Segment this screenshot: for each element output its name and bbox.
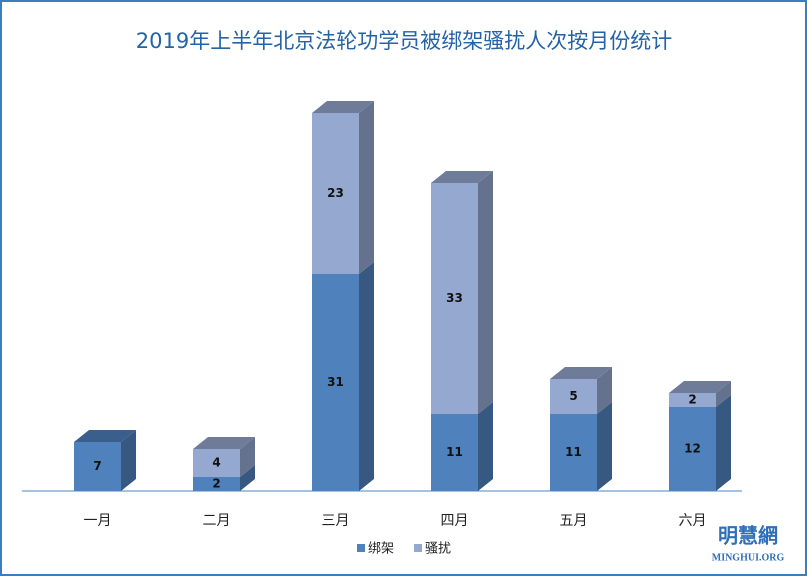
bar-segment (550, 367, 612, 414)
x-tick-label: 五月 (560, 513, 588, 529)
bar-segment (431, 402, 493, 491)
bar-side (716, 381, 731, 407)
x-tick-label: 四月 (441, 513, 469, 529)
bar-side (478, 171, 493, 414)
bar-front (431, 414, 478, 491)
bar-front (550, 379, 597, 414)
legend-swatch (414, 544, 423, 552)
bar-front (193, 449, 240, 477)
bar-side (240, 437, 255, 477)
bar-side (359, 262, 374, 491)
x-tick-label: 一月 (84, 513, 112, 529)
bar-front (312, 113, 359, 274)
bar-top (312, 101, 374, 113)
bar-segment (431, 171, 493, 414)
x-tick-label: 二月 (203, 513, 231, 529)
legend-swatch (357, 544, 365, 552)
bar-side (478, 402, 493, 491)
data-label: 33 (446, 291, 463, 305)
chart-title: 2019年上半年北京法轮功学员被绑架骚扰人次按月份统计 (136, 29, 672, 53)
legend-label: 绑架 (368, 542, 394, 557)
data-label: 2 (212, 477, 220, 491)
data-label: 11 (565, 445, 582, 459)
bar-top (431, 171, 493, 183)
x-tick-label: 三月 (322, 513, 350, 529)
data-label: 5 (569, 389, 577, 403)
bar-segment (74, 430, 136, 491)
bar-front (312, 274, 359, 491)
bar-top (669, 381, 731, 393)
bar-top (550, 367, 612, 379)
data-label: 23 (327, 186, 344, 200)
bar-segment (193, 437, 255, 477)
bar-front (74, 442, 121, 491)
bar-top (74, 430, 136, 442)
bar-segment (550, 402, 612, 491)
data-label: 2 (688, 393, 696, 407)
legend-label: 骚扰 (425, 542, 451, 557)
bar-segment (669, 395, 731, 491)
data-label: 11 (446, 445, 463, 459)
bar-segment (669, 381, 731, 407)
logo-sub: MINGHUI.ORG (712, 552, 785, 563)
bar-side (716, 395, 731, 491)
bar-side (240, 465, 255, 491)
bar-side (597, 367, 612, 414)
bar-side (121, 430, 136, 491)
data-label: 4 (212, 456, 220, 470)
bar-front (193, 477, 240, 491)
data-label: 7 (93, 459, 101, 473)
bar-front (550, 414, 597, 491)
bar-top (193, 437, 255, 449)
bar-side (597, 402, 612, 491)
bar-segment (193, 465, 255, 491)
bar-segment (312, 262, 374, 491)
x-tick-label: 六月 (679, 513, 707, 529)
bar-side (359, 101, 374, 274)
data-label: 12 (684, 442, 701, 456)
bar-segment (312, 101, 374, 274)
logo: 明慧網 (718, 524, 778, 548)
bar-front (669, 393, 716, 407)
bar-front (669, 407, 716, 491)
data-label: 31 (327, 375, 344, 389)
bar-front (431, 183, 478, 414)
